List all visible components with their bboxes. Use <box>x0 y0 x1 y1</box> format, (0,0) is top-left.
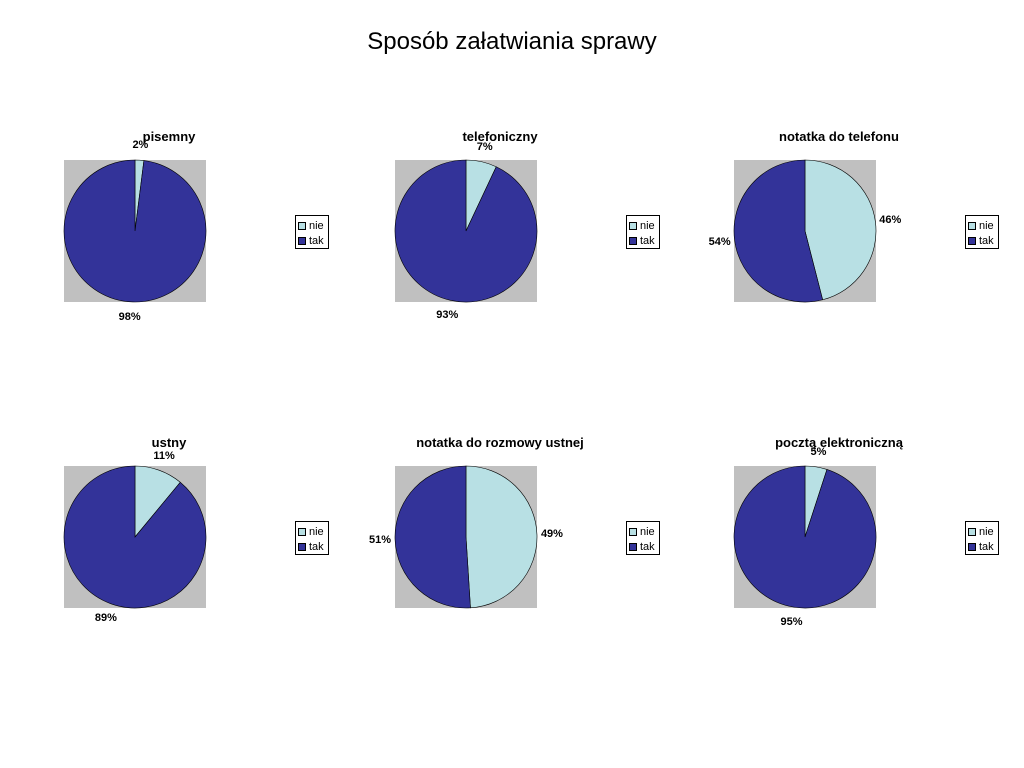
pie <box>63 159 207 303</box>
pie-chart-ustny: ustny 11% 89% nie tak <box>54 435 384 671</box>
page-title: Sposób załatwiania sprawy <box>367 28 657 55</box>
legend-swatch-tak <box>968 236 976 245</box>
legend-label: tak <box>640 234 655 247</box>
legend-item-tak: tak <box>629 539 659 554</box>
pie-slice-nie <box>804 159 877 301</box>
legend-item-tak: tak <box>629 233 659 248</box>
legend-swatch-tak <box>298 542 306 551</box>
data-label-tak: 98% <box>118 310 141 323</box>
legend-swatch-tak <box>298 236 306 245</box>
legend-label: tak <box>309 234 324 247</box>
legend-item-nie: nie <box>298 524 328 539</box>
legend-label: tak <box>640 540 655 553</box>
pie-slice-tak <box>63 159 207 303</box>
pie-slice-nie <box>465 465 538 609</box>
data-label-tak: 89% <box>94 611 117 624</box>
legend-item-nie: nie <box>629 218 659 233</box>
data-label-tak: 51% <box>369 533 392 546</box>
pie-slice-tak <box>394 159 538 303</box>
legend-label: nie <box>309 525 324 538</box>
pie-chart-notatka-do-rozmowy-ustnej: notatka do rozmowy ustnej 49% 51% nie tak <box>369 435 715 671</box>
pie-slice-tak <box>394 465 471 609</box>
legend-item-tak: tak <box>298 233 328 248</box>
chart-title: pisemny <box>142 129 196 144</box>
data-label-nie: 46% <box>879 214 902 227</box>
pie-slice-tak <box>733 159 824 303</box>
legend-swatch-nie <box>968 221 976 230</box>
legend-label: nie <box>979 525 994 538</box>
legend-label: nie <box>640 219 655 232</box>
legend-label: tak <box>979 234 994 247</box>
legend-swatch-nie <box>968 527 976 536</box>
pie <box>63 465 207 609</box>
data-label-nie: 7% <box>476 141 493 154</box>
legend-label: tak <box>979 540 994 553</box>
data-label-nie: 49% <box>540 528 563 541</box>
legend-item-nie: nie <box>968 524 998 539</box>
pie <box>733 159 877 303</box>
pie-chart-pisemny: pisemny 2% 98% nie tak <box>54 129 384 365</box>
pie-chart-notatka-do-telefonu: notatka do telefonu 46% 54% nie tak <box>709 129 1024 365</box>
pie-chart-telefoniczny: telefoniczny 7% 93% nie tak <box>385 129 715 365</box>
chart-title: notatka do telefonu <box>779 129 899 144</box>
pie-chart-poczta-elektroniczna: pocztą elektroniczną 5% 95% nie tak <box>724 435 1024 671</box>
pie-slice-tak <box>733 465 877 609</box>
data-label-tak: 93% <box>436 308 459 321</box>
legend-item-nie: nie <box>968 218 998 233</box>
legend-swatch-nie <box>298 527 306 536</box>
chart-title: ustny <box>151 435 187 450</box>
pie <box>394 465 538 609</box>
chart-title: telefoniczny <box>462 129 538 144</box>
legend-item-nie: nie <box>298 218 328 233</box>
legend-swatch-nie <box>298 221 306 230</box>
legend-label: nie <box>309 219 324 232</box>
chart-title: notatka do rozmowy ustnej <box>416 435 584 450</box>
legend: nie tak <box>295 521 329 555</box>
legend-swatch-tak <box>629 542 637 551</box>
data-label-nie: 2% <box>132 139 149 152</box>
legend: nie tak <box>965 521 999 555</box>
legend-label: tak <box>309 540 324 553</box>
legend-swatch-nie <box>629 221 637 230</box>
legend-item-tak: tak <box>968 233 998 248</box>
pie <box>394 159 538 303</box>
legend-swatch-tak <box>968 542 976 551</box>
legend: nie tak <box>626 521 660 555</box>
pie-slice-tak <box>63 465 207 609</box>
legend: nie tak <box>295 215 329 249</box>
legend-swatch-nie <box>629 527 637 536</box>
legend: nie tak <box>965 215 999 249</box>
legend-label: nie <box>979 219 994 232</box>
data-label-nie: 11% <box>153 450 175 463</box>
legend-item-nie: nie <box>629 524 659 539</box>
data-label-tak: 95% <box>780 615 803 628</box>
chart-title: pocztą elektroniczną <box>775 435 903 450</box>
legend-label: nie <box>640 525 655 538</box>
pie <box>733 465 877 609</box>
legend: nie tak <box>626 215 660 249</box>
legend-item-tak: tak <box>298 539 328 554</box>
data-label-nie: 5% <box>810 446 827 459</box>
legend-swatch-tak <box>629 236 637 245</box>
legend-item-tak: tak <box>968 539 998 554</box>
data-label-tak: 54% <box>708 235 731 248</box>
